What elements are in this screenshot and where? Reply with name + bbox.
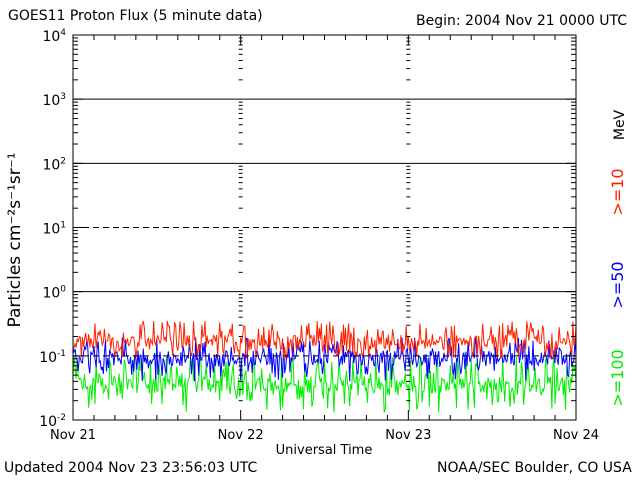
y-axis-label: Particles cm⁻²s⁻¹sr⁻¹ [5,152,25,327]
legend-label: >=100 [608,349,627,406]
x-tick-label: Nov 21 [50,428,96,443]
legend: >=10 >=50 >=100 [608,168,627,406]
y-tick-label: 10-1 [39,349,66,366]
begin-time-label: Begin: 2004 Nov 21 0000 UTC [416,13,627,29]
axis-ticks [72,34,577,421]
credit-label: NOAA/SEC Boulder, CO USA [437,460,632,476]
series-line [72,320,577,360]
series-layer [72,320,577,413]
y-tick-label: 100 [42,285,66,302]
unit-label-mev: MeV [612,109,628,140]
y-tick-label: 101 [42,221,66,238]
x-tick-label: Nov 23 [385,428,431,443]
y-tick-label: 102 [42,156,66,173]
reference-lines [73,98,576,357]
chart-title: GOES11 Proton Flux (5 minute data) [8,8,263,24]
x-axis-label: Universal Time [276,443,373,458]
series-line [72,355,577,413]
y-tick-label: 104 [42,28,66,45]
plot-frame [72,34,577,421]
x-tick-label: Nov 22 [218,428,264,443]
legend-label: >=10 [608,168,627,215]
updated-timestamp: Updated 2004 Nov 23 23:56:03 UTC [4,460,258,476]
x-tick-label: Nov 24 [553,428,599,443]
legend-label: >=50 [608,261,627,308]
y-tick-label: 10-2 [39,413,66,430]
y-tick-label: 103 [42,92,66,109]
